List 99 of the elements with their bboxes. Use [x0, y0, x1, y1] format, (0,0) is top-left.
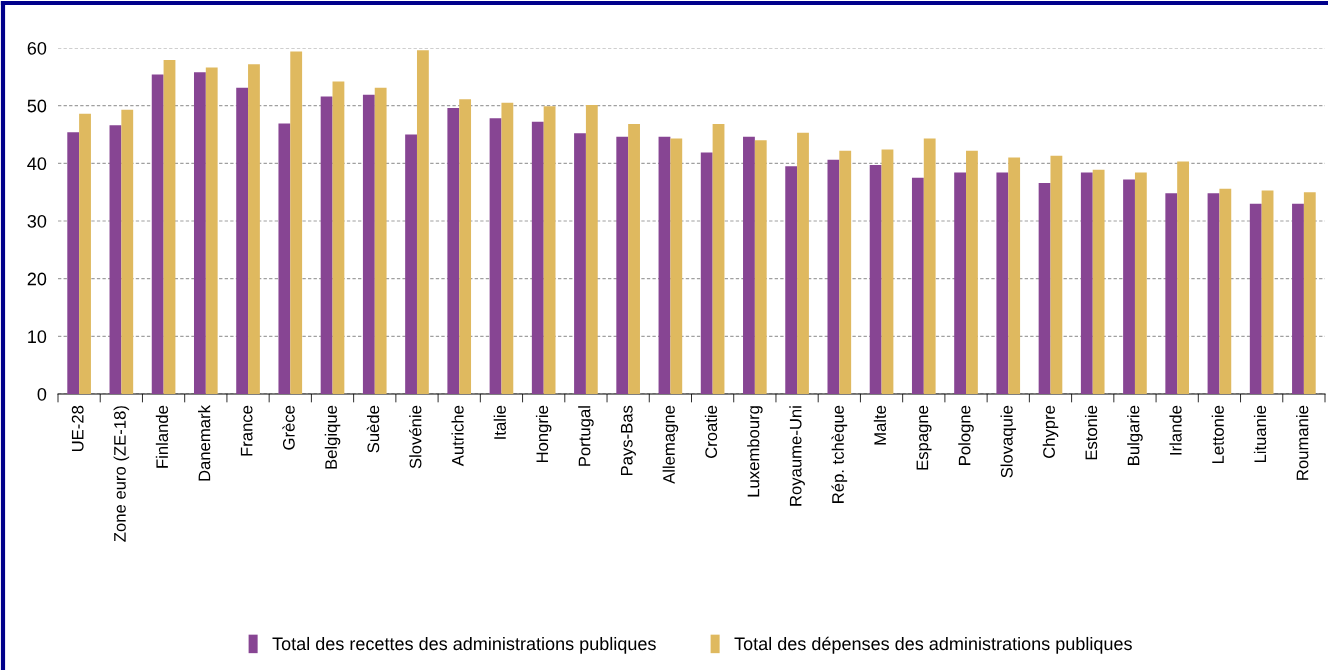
x-tick-label: Suède	[366, 405, 380, 453]
bar	[79, 113, 91, 394]
bar	[996, 172, 1009, 394]
bar	[459, 99, 472, 394]
x-tick-label: Slovénie	[409, 405, 422, 469]
y-tick-label: 40	[27, 157, 47, 171]
bar	[501, 102, 514, 394]
legend-label: Total des recettes des administrations publiques	[272, 636, 656, 654]
bar	[290, 51, 303, 394]
x-tick-label: Roumanie	[1296, 405, 1309, 480]
x-tick-label: Bulgarie	[1127, 405, 1143, 465]
bar	[447, 107, 460, 394]
x-tick-label: Pays-Bas	[620, 405, 636, 476]
bar	[1008, 157, 1021, 394]
bar	[151, 74, 164, 394]
bar	[1177, 161, 1190, 394]
x-tick-label: Lituanie	[1253, 405, 1267, 463]
bar	[1207, 193, 1220, 394]
bar	[1165, 193, 1178, 394]
bar	[954, 172, 967, 394]
bar	[109, 125, 122, 394]
x-tick-label: Autriche	[451, 405, 464, 467]
bar	[585, 105, 598, 394]
bar	[1038, 182, 1051, 394]
bar	[416, 50, 429, 394]
bar	[785, 166, 798, 394]
bar	[1123, 179, 1135, 394]
x-tick-label: Lettonie	[1211, 405, 1224, 464]
bar	[1303, 192, 1316, 394]
y-tick-label: 50	[27, 99, 47, 113]
x-tick-label: Danemark	[198, 405, 211, 481]
bar	[67, 132, 80, 394]
bar	[236, 87, 249, 394]
bar	[1219, 188, 1232, 394]
bar	[616, 136, 629, 394]
bar	[543, 106, 556, 394]
bar	[1080, 172, 1093, 394]
x-tick-label: Portugal	[578, 406, 594, 466]
bar	[320, 96, 333, 394]
x-tick-label: Pologne	[958, 405, 974, 465]
y-tick-label: 0	[37, 387, 47, 401]
bar	[362, 94, 375, 394]
y-tick-label: 30	[27, 214, 47, 228]
bar	[1134, 172, 1147, 394]
bar	[1261, 190, 1274, 394]
x-tick-label: Luxembourg	[747, 406, 763, 497]
bar	[121, 109, 134, 394]
x-tick-label: Hongrie	[535, 405, 552, 463]
x-tick-label: Zone euro (ZE-18)	[113, 406, 130, 542]
bar	[827, 159, 840, 394]
x-tick-label: Irlande	[1169, 405, 1182, 455]
x-tick-label: Espagne	[916, 405, 932, 470]
x-tick-label: Finlande	[155, 405, 169, 468]
x-tick-label: Rép. tchèque	[831, 405, 848, 503]
bar	[193, 72, 206, 394]
bar	[881, 149, 894, 394]
x-tick-label: Belgique	[324, 405, 341, 469]
bar	[1092, 169, 1105, 394]
bar	[332, 81, 345, 394]
bar	[374, 87, 387, 394]
bar	[839, 150, 852, 394]
bar	[531, 121, 544, 394]
bar	[754, 140, 767, 394]
bar	[628, 124, 640, 394]
x-tick-label: Slovaquie	[1000, 405, 1017, 478]
bar	[205, 67, 218, 394]
x-tick-label: Royaume-Uni	[789, 406, 805, 506]
y-tick-label: 60	[27, 41, 47, 55]
bar	[700, 152, 713, 394]
bar	[163, 60, 176, 394]
bar	[712, 124, 725, 394]
x-tick-label: Croatie	[704, 405, 718, 458]
x-tick-label: Chypre	[1042, 405, 1059, 458]
bar	[1249, 203, 1262, 394]
bar	[278, 123, 291, 394]
bar	[797, 132, 809, 394]
x-tick-label: Malte	[873, 405, 887, 445]
bar	[743, 136, 755, 394]
bar	[869, 165, 882, 394]
bar	[923, 138, 936, 394]
bar	[966, 150, 978, 394]
bar	[1292, 203, 1304, 394]
bar	[248, 64, 260, 394]
bar	[489, 118, 502, 394]
y-tick-label: 20	[27, 272, 47, 286]
bar	[670, 138, 683, 394]
x-tick-label: Estonie	[1084, 405, 1098, 460]
x-tick-label: Grèce	[282, 405, 295, 450]
bar	[405, 134, 417, 394]
x-tick-label: Allemagne	[662, 405, 679, 484]
x-tick-label: UE-28	[71, 405, 84, 452]
legend-label: Total des dépenses des administrations publiques	[734, 636, 1132, 654]
bar	[574, 133, 586, 394]
bar	[1050, 155, 1063, 394]
x-tick-label: France	[240, 405, 253, 456]
y-tick-label: 10	[28, 330, 47, 344]
bar	[911, 177, 924, 394]
x-tick-label: Italie	[493, 405, 506, 439]
bar	[658, 136, 671, 394]
